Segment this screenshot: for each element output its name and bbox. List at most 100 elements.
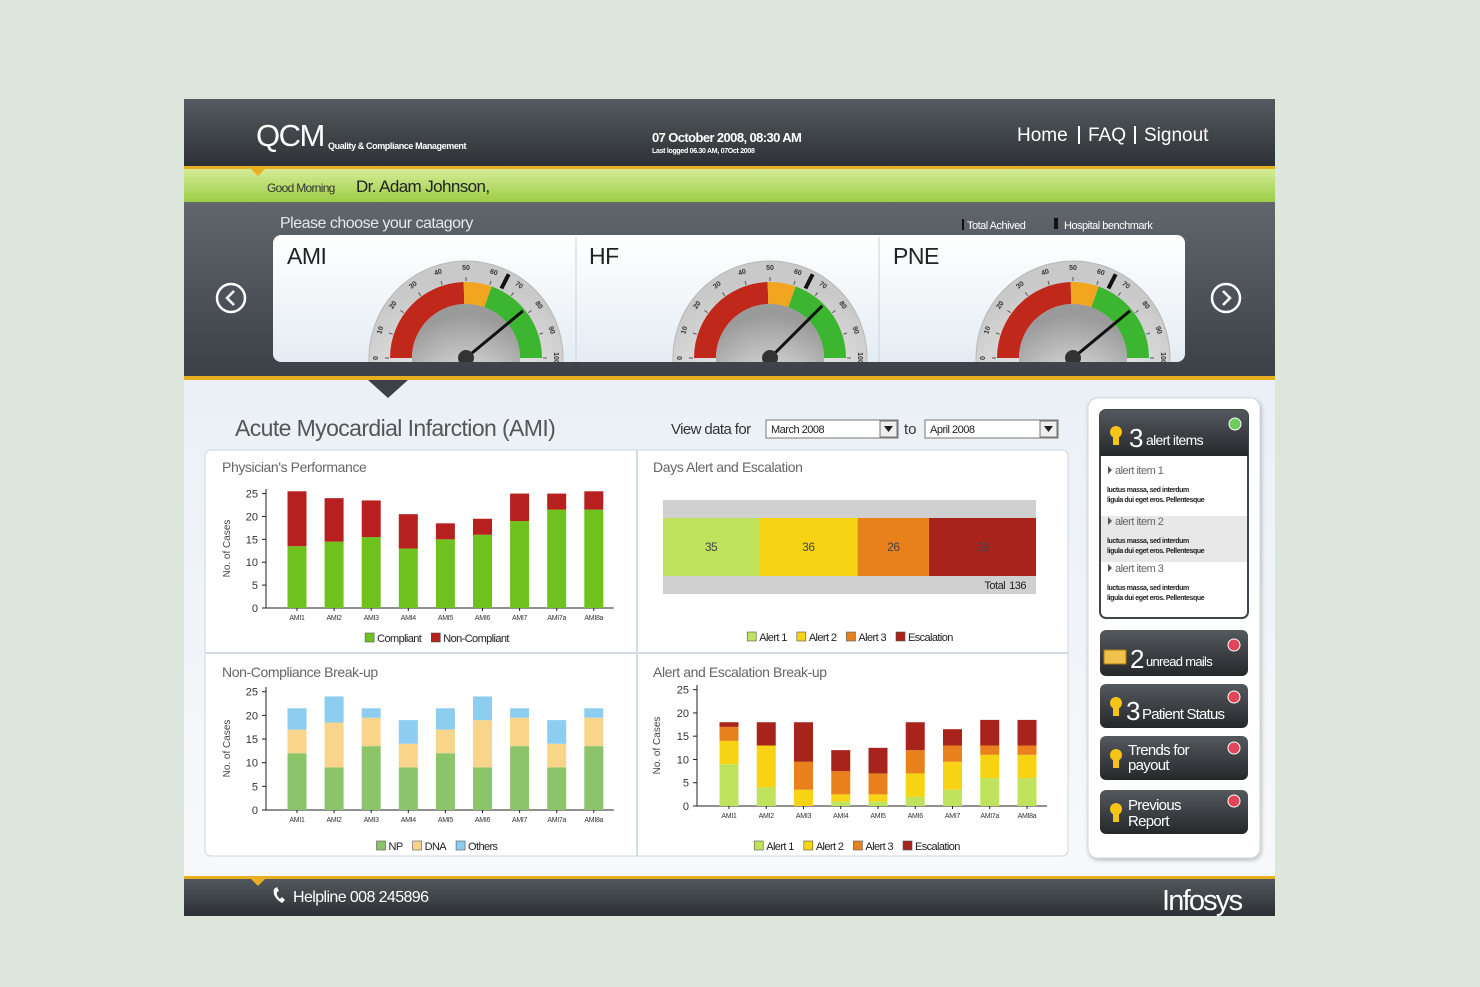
card-title: AMI [287, 243, 326, 269]
alert-text: ligula dui eget eros. Pellentesque [1107, 548, 1205, 555]
legend-label: Alert 2 [816, 841, 844, 853]
gold-line [184, 376, 1275, 380]
mails-panel[interactable] [1100, 630, 1248, 676]
x-tick-label: AMI7 [945, 813, 961, 820]
y-tick-label: 10 [246, 557, 258, 569]
gauge-band [463, 282, 492, 308]
bar-segment [361, 708, 381, 718]
nav-link[interactable]: Home [1017, 125, 1068, 146]
legend-label: Non-Compliant [443, 633, 509, 645]
trends-label: Trends for [1128, 742, 1190, 759]
gauge-tick-label: 100 [1159, 352, 1166, 364]
gauge-band [1091, 286, 1149, 358]
bar-segment [1017, 778, 1037, 806]
gauge-tick-label: 80 [1140, 300, 1150, 311]
bar-segment [435, 539, 455, 608]
trends-panel[interactable] [1100, 736, 1248, 780]
mail-icon [1103, 649, 1127, 665]
gauge-tick-label: 60 [1096, 268, 1106, 277]
bar-segment [473, 534, 492, 608]
alert-text: ligula dui eget eros. Pellentesque [1107, 497, 1205, 504]
report-panel[interactable] [1100, 790, 1248, 834]
gauge-tick-label: 20 [692, 300, 702, 311]
from-select[interactable] [765, 419, 899, 439]
category-prompt: Please choose your catagory [280, 215, 473, 232]
gauge-tick [1146, 332, 1151, 335]
gauge-tick [1047, 280, 1050, 285]
legend-swatch [803, 840, 814, 851]
gauge-tick [704, 309, 708, 314]
legend-swatch [895, 631, 906, 642]
bar-segment [584, 708, 604, 718]
status-dot [1228, 417, 1242, 431]
y-tick-label: 0 [252, 805, 258, 817]
y-tick-label: 5 [252, 781, 258, 793]
gauge-tick-label: 100 [552, 352, 559, 364]
bar-segment [584, 509, 604, 608]
legend-swatch [746, 631, 757, 642]
alert-text: luctus massa, sed interdum [1107, 487, 1189, 494]
bar-segment [547, 509, 567, 608]
bar-segment [1017, 745, 1037, 755]
gauge-tick-label: 0 [677, 356, 684, 360]
x-tick-label: AMI8a [1018, 813, 1037, 820]
alert-title: alert item 2 [1115, 516, 1164, 528]
x-tick-label: AMI4 [401, 817, 417, 824]
to-label: to [904, 421, 917, 438]
gauge-tick [489, 280, 492, 285]
gauge-tick-label: 90 [851, 326, 860, 336]
footer [184, 876, 1275, 916]
bar-segment [758, 518, 858, 576]
bar-segment [361, 500, 381, 538]
patients-panel[interactable] [1100, 684, 1248, 728]
data-label: 26 [887, 540, 900, 554]
bar-segment [435, 708, 455, 730]
bar-segment [719, 726, 739, 741]
nav-link[interactable]: Signout [1144, 125, 1209, 146]
next-arrow[interactable] [1210, 282, 1242, 314]
nav-link[interactable]: FAQ [1088, 125, 1126, 146]
x-tick-label: AMI8a [584, 817, 603, 824]
y-tick-label: 20 [246, 511, 258, 523]
prev-arrow[interactable] [215, 282, 247, 314]
bar-segment [398, 720, 418, 744]
gauge-tick-label: 70 [1120, 280, 1131, 290]
bar-segment [473, 518, 492, 535]
alerts-panel[interactable] [1099, 409, 1249, 619]
gauge-band [1070, 282, 1099, 308]
bar-segment [868, 773, 888, 795]
legend: Compliant Non-Compliant [364, 632, 510, 645]
item-arrow [1108, 466, 1112, 474]
bar-segment [435, 753, 455, 810]
data-label: 39 [976, 540, 989, 554]
gauge-tick-label: 70 [513, 280, 524, 290]
bar-segment [287, 708, 307, 730]
bar-segment [398, 767, 418, 810]
y-tick-label: 20 [677, 708, 689, 720]
bar-segment [547, 743, 567, 768]
gauge-tick-label: 30 [1015, 280, 1026, 290]
x-tick-label: AMI3 [364, 817, 380, 824]
y-tick-label: 15 [677, 731, 689, 743]
bulb-icon [1110, 803, 1122, 822]
bar-segment [398, 743, 418, 768]
bar-segment [324, 498, 344, 542]
gauge-benchmark [499, 273, 511, 290]
gauge-tick [744, 280, 747, 285]
salutation: Good Morning [267, 181, 335, 195]
bar-segment [398, 514, 418, 549]
gauge-tick-label: 30 [712, 280, 723, 290]
gauge-tick [1007, 309, 1011, 314]
gold-line [184, 166, 1275, 169]
legend-swatch [376, 840, 386, 851]
gauge-tick-label: 10 [983, 325, 992, 335]
x-tick-label: AMI7a [547, 615, 566, 622]
y-tick-label: 10 [677, 754, 689, 766]
alert-text: luctus massa, sed interdum [1107, 585, 1189, 592]
legend-label: Total Achived [967, 220, 1026, 232]
gauge-needle [768, 304, 824, 360]
to-select[interactable] [924, 419, 1059, 439]
legend-swatch [364, 632, 375, 643]
